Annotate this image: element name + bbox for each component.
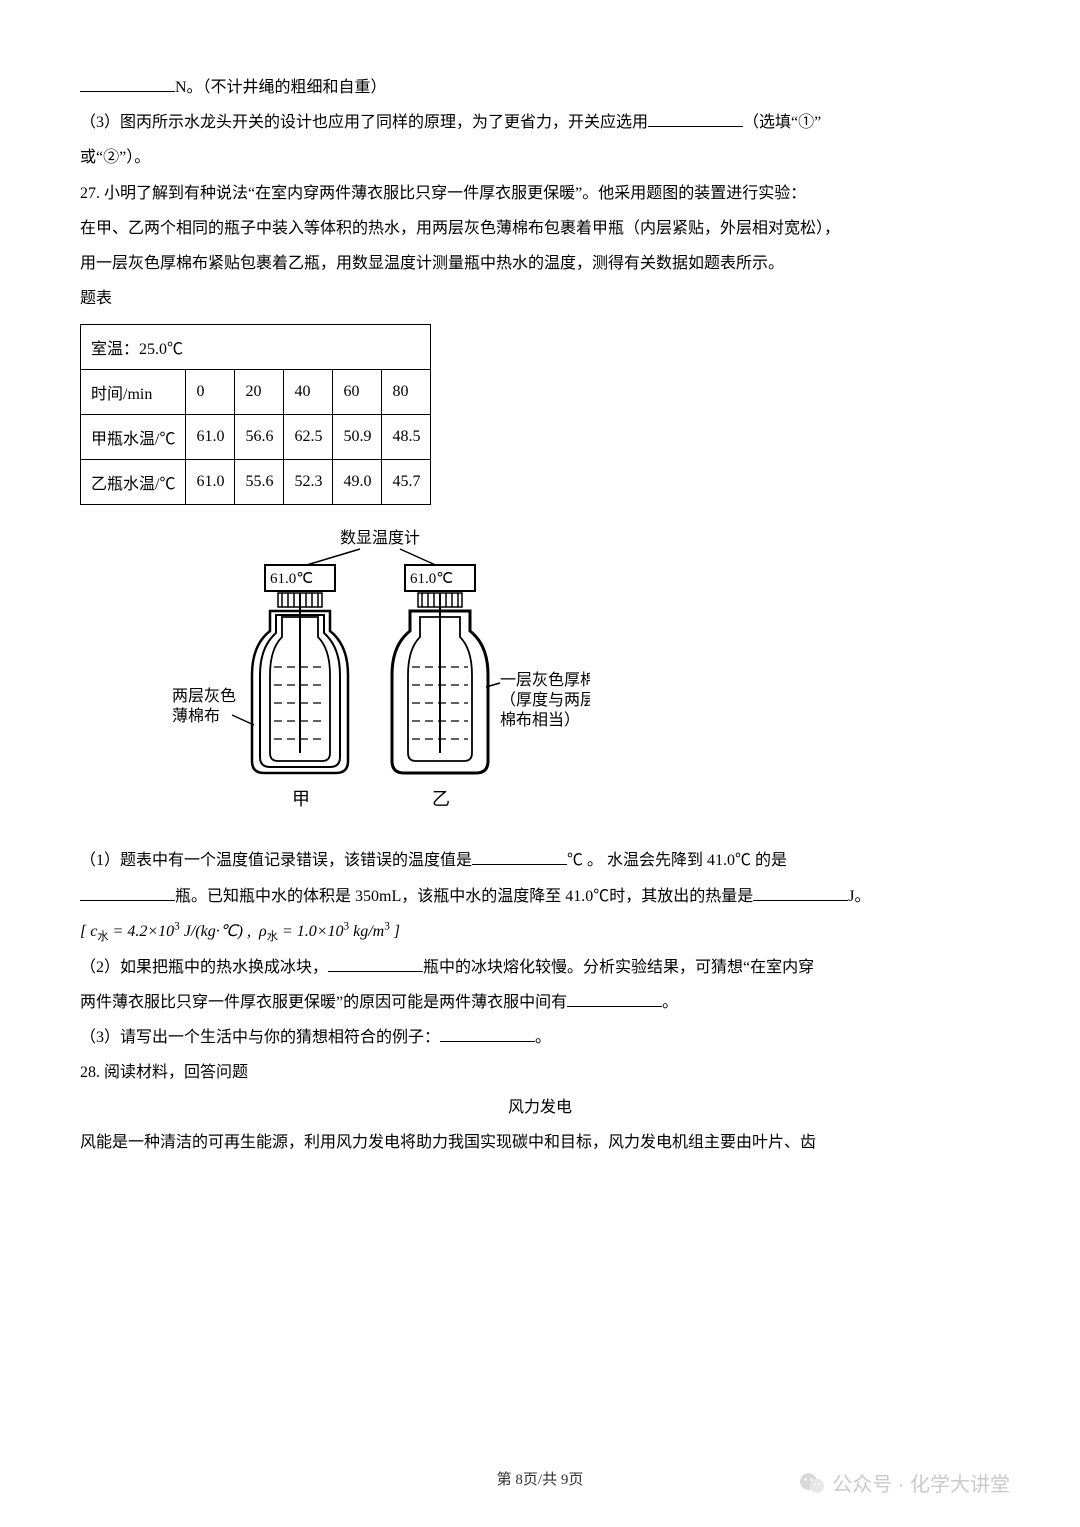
temp-right: 61.0℃ — [410, 571, 453, 587]
text: 。 — [662, 994, 678, 1011]
q28-head: 28. 阅读材料，回答问题 — [80, 1055, 1000, 1090]
blank — [648, 110, 743, 127]
row-label: 甲瓶水温/℃ — [81, 415, 186, 460]
q27-p1-line2: 瓶。已知瓶中水的体积是 350mL，该瓶中水的温度降至 41.0℃时，其放出的热… — [80, 879, 1000, 914]
bottle-right-label: 乙 — [432, 789, 450, 809]
q27-intro-3: 用一层灰色厚棉布紧贴包裹着乙瓶，用数显温度计测量瓶中热水的温度，测得有关数据如题… — [80, 246, 1000, 281]
left-label-1: 两层灰色 — [172, 687, 236, 705]
head-time: 时间/min — [81, 370, 186, 415]
cell: 45.7 — [382, 460, 431, 505]
watermark: 公众号 · 化学大讲堂 — [798, 1468, 1010, 1497]
blank — [80, 75, 175, 92]
cell: 20 — [235, 370, 284, 415]
q27-p1-line1: （1）题表中有一个温度值记录错误，该错误的温度值是 ℃ 。 水温会先降到 41.0… — [80, 843, 1000, 878]
text: 瓶。已知瓶中水的体积是 350mL，该瓶中水的温度降至 41.0℃时，其放出的热… — [175, 888, 753, 905]
page: N。（不计井绳的粗细和自重） （3）图丙所示水龙头开关的设计也应用了同样的原理，… — [0, 0, 1080, 1527]
cell: 61.0 — [186, 415, 235, 460]
q27-p2-line2: 两件薄衣服比只穿一件厚衣服更保暖”的原因可能是两件薄衣服中间有 。 — [80, 985, 1000, 1020]
cell: 49.0 — [333, 460, 382, 505]
table-row: 室温：25.0℃ — [81, 325, 431, 370]
cell: 52.3 — [284, 460, 333, 505]
cell: 62.5 — [284, 415, 333, 460]
label-top: 数显温度计 — [340, 529, 420, 547]
text: 。 — [535, 1029, 551, 1046]
blank — [440, 1025, 535, 1042]
left-label-2: 薄棉布 — [172, 707, 220, 725]
text: （3）图丙所示水龙头开关的设计也应用了同样的原理，为了更省力，开关应选用 — [80, 114, 648, 131]
table-caption: 题表 — [80, 281, 1000, 316]
text: （1）题表中有一个温度值记录错误，该错误的温度值是 — [80, 852, 472, 869]
blank — [80, 884, 175, 901]
right-label-2: （厚度与两层薄 — [500, 691, 590, 709]
prev-q3: （3）图丙所示水龙头开关的设计也应用了同样的原理，为了更省力，开关应选用 （选填“… — [80, 105, 1000, 140]
cell: 61.0 — [186, 460, 235, 505]
q28-body: 风能是一种清洁的可再生能源，利用风力发电将助力我国实现碳中和目标，风力发电机组主… — [80, 1125, 1000, 1160]
cell: 55.6 — [235, 460, 284, 505]
text: （3）请写出一个生活中与你的猜想相符合的例子： — [80, 1029, 440, 1046]
text: 或“②”）。 — [80, 149, 150, 166]
diagram-svg: 数显温度计 61.0℃ 61.0℃ — [170, 525, 590, 825]
text: （选填“①” — [743, 114, 821, 131]
text: 瓶中的冰块熔化较慢。分析实验结果，可猜想“在室内穿 — [423, 959, 814, 976]
q27-p2-line1: （2）如果把瓶中的热水换成冰块， 瓶中的冰块熔化较慢。分析实验结果，可猜想“在室内… — [80, 950, 1000, 985]
text: ℃ 。 水温会先降到 41.0℃ 的是 — [567, 852, 787, 869]
cell: 0 — [186, 370, 235, 415]
cell: 80 — [382, 370, 431, 415]
prev-q3-cont: 或“②”）。 — [80, 140, 1000, 175]
blank — [328, 955, 423, 972]
wechat-icon — [798, 1469, 826, 1497]
data-table: 室温：25.0℃ 时间/min 0 20 40 60 80 甲瓶水温/℃ 61.… — [80, 324, 431, 505]
bottle-left-label: 甲 — [292, 789, 310, 809]
room-temp-cell: 室温：25.0℃ — [81, 325, 431, 370]
prev-fragment: N。（不计井绳的粗细和自重） — [80, 70, 1000, 105]
q28-title: 风力发电 — [80, 1090, 1000, 1125]
table-row: 甲瓶水温/℃ 61.0 56.6 62.5 50.9 48.5 — [81, 415, 431, 460]
cell: 56.6 — [235, 415, 284, 460]
q27-intro-1: 27. 小明了解到有种说法“在室内穿两件薄衣服比只穿一件厚衣服更保暖”。他采用题… — [80, 176, 1000, 211]
text: 两件薄衣服比只穿一件厚衣服更保暖”的原因可能是两件薄衣服中间有 — [80, 994, 567, 1011]
cell: 48.5 — [382, 415, 431, 460]
cell: 50.9 — [333, 415, 382, 460]
text: N。（不计井绳的粗细和自重） — [175, 79, 387, 96]
blank — [753, 884, 848, 901]
cell: 40 — [284, 370, 333, 415]
formula-line: [ c水 = 4.2×103 J/(kg·℃) , ρ水 = 1.0×103 k… — [80, 914, 1000, 950]
temp-left: 61.0℃ — [270, 571, 313, 587]
blank — [567, 990, 662, 1007]
formula: [ c水 = 4.2×103 J/(kg·℃) , ρ水 = 1.0×103 k… — [80, 923, 400, 940]
text: J。 — [848, 888, 870, 905]
table-row: 时间/min 0 20 40 60 80 — [81, 370, 431, 415]
right-label-1: 一层灰色厚棉布 — [500, 671, 590, 689]
blank — [472, 848, 567, 865]
table-row: 乙瓶水温/℃ 61.0 55.6 52.3 49.0 45.7 — [81, 460, 431, 505]
q27-intro-2: 在甲、乙两个相同的瓶子中装入等体积的热水，用两层灰色薄棉布包裹着甲瓶（内层紧贴，… — [80, 211, 1000, 246]
q27-p3: （3）请写出一个生活中与你的猜想相符合的例子： 。 — [80, 1020, 1000, 1055]
text: （2）如果把瓶中的热水换成冰块， — [80, 959, 328, 976]
cell: 60 — [333, 370, 382, 415]
row-label: 乙瓶水温/℃ — [81, 460, 186, 505]
watermark-text: 公众号 · 化学大讲堂 — [832, 1468, 1010, 1497]
experiment-diagram: 数显温度计 61.0℃ 61.0℃ — [170, 525, 1000, 825]
right-label-3: 棉布相当） — [500, 711, 580, 729]
